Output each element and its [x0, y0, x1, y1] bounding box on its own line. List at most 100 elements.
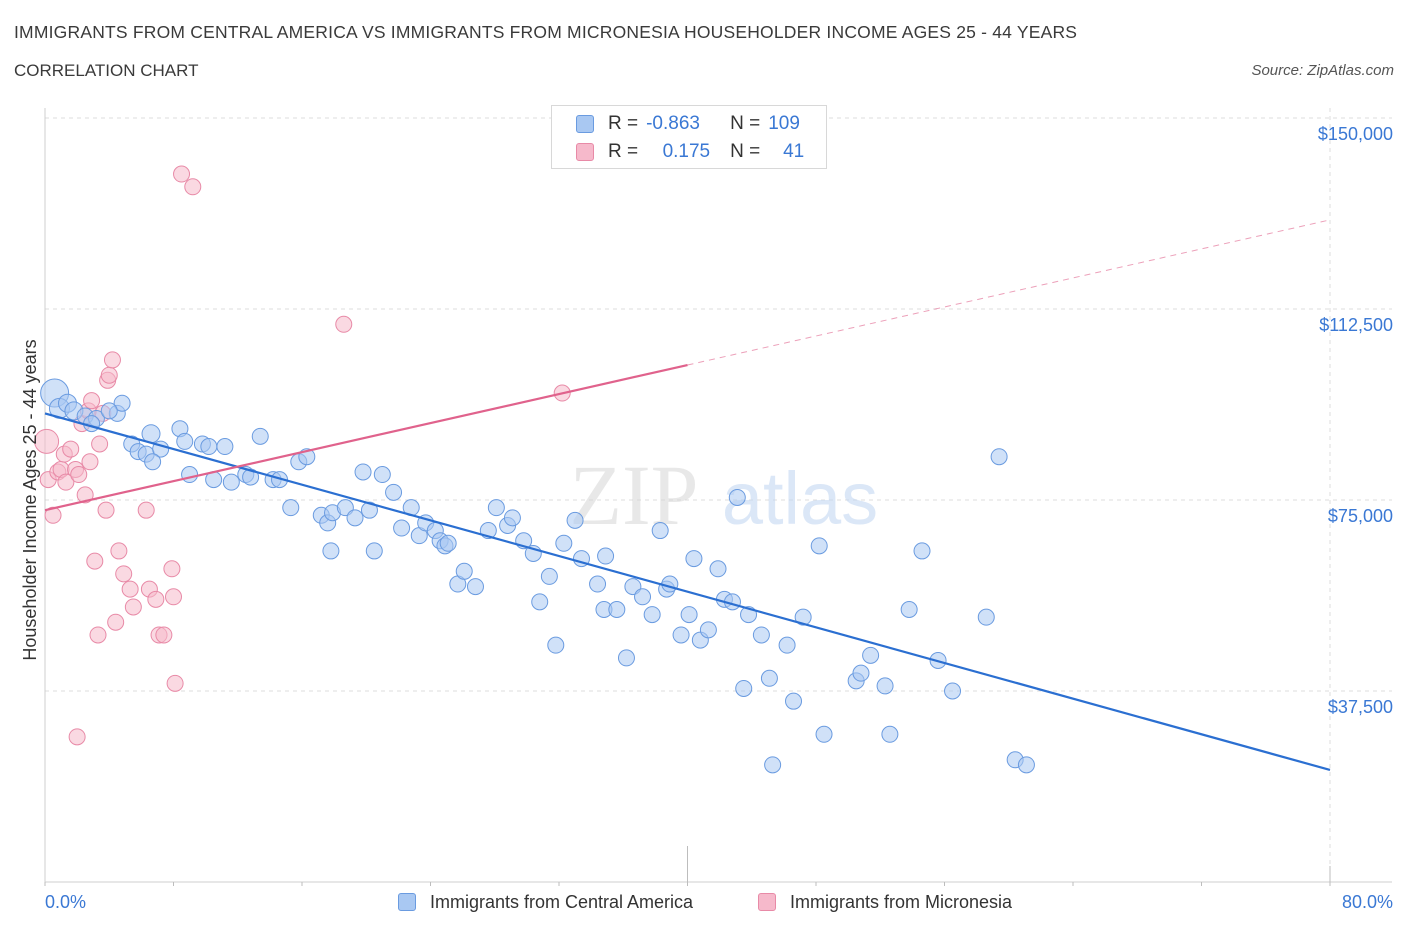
- central-america-point: [900, 601, 918, 619]
- central-america-point: [100, 402, 118, 420]
- central-america-point: [322, 542, 340, 560]
- chart-subtitle: CORRELATION CHART: [14, 61, 199, 80]
- micronesia-point: [100, 366, 118, 384]
- legend-swatch-pink: [576, 143, 594, 161]
- central-america-point: [944, 682, 962, 700]
- central-america-point: [83, 415, 101, 433]
- central-america-point: [282, 499, 300, 517]
- watermark: ZIP atlas: [570, 447, 879, 543]
- x-tick-label-max: 80.0%: [1342, 892, 1393, 912]
- central-america-point: [764, 756, 782, 774]
- central-america-point: [760, 669, 778, 687]
- central-america-point: [617, 649, 635, 667]
- central-america-point: [680, 606, 698, 624]
- central-america-point: [862, 646, 880, 664]
- bottom-legend-micronesia: Immigrants from Micronesia: [758, 889, 1012, 915]
- legend-n-label: N =: [730, 113, 761, 134]
- micronesia-point: [137, 501, 155, 519]
- axes: [44, 108, 1392, 886]
- y-tick-labels: $37,500 $75,000 $112,500 $150,000: [1318, 124, 1393, 717]
- micronesia-point: [165, 588, 182, 606]
- bottom-legend-label: Immigrants from Micronesia: [790, 891, 1013, 912]
- y-tick-label: $150,000: [1318, 124, 1393, 144]
- legend-r-label: R =: [608, 113, 639, 134]
- central-america-point: [181, 466, 199, 484]
- central-america-point: [913, 542, 931, 560]
- central-america-point: [709, 560, 727, 578]
- central-america-point: [251, 427, 269, 445]
- central-america-point: [685, 550, 703, 568]
- central-america-point: [752, 626, 770, 644]
- micronesia-point: [57, 473, 75, 491]
- legend-n-label: N =: [730, 141, 761, 162]
- central-america-point: [977, 608, 995, 626]
- central-america-point: [555, 534, 573, 552]
- central-america-point: [852, 664, 870, 682]
- micronesia-point: [173, 165, 191, 183]
- micronesia-point: [163, 560, 181, 578]
- y-axis-title: Householder Income Ages 25 - 44 years: [20, 339, 40, 660]
- central-america-point: [1017, 756, 1035, 774]
- central-america-point: [531, 593, 549, 611]
- central-america-point: [360, 501, 378, 519]
- micronesia-point: [184, 178, 202, 196]
- central-america-point: [794, 608, 812, 626]
- micronesia-point: [81, 453, 99, 471]
- central-america-point: [365, 542, 383, 560]
- legend-swatch-blue: [576, 115, 594, 133]
- micronesia-point: [89, 626, 107, 644]
- central-america-point: [810, 537, 828, 555]
- y-tick-label: $75,000: [1328, 506, 1393, 526]
- central-america-point: [661, 575, 679, 593]
- micronesia-point: [121, 580, 139, 598]
- bottom-legend-label: Immigrants from Central America: [430, 891, 694, 912]
- central-america-point: [597, 547, 615, 565]
- micronesia-point: [97, 501, 115, 519]
- micronesia-point: [124, 598, 142, 616]
- central-america-point: [589, 575, 607, 593]
- source-label: Source: ZipAtlas.com: [1251, 62, 1394, 79]
- watermark-atlas: atlas: [722, 457, 878, 540]
- central-america-point: [373, 466, 391, 484]
- central-america-point: [651, 522, 669, 540]
- central-america-point: [815, 725, 833, 743]
- gridlines: [45, 108, 1392, 882]
- central-america-points: [40, 378, 1035, 774]
- micronesia-point: [115, 565, 133, 583]
- central-america-point: [699, 621, 717, 639]
- central-america-point: [346, 509, 364, 527]
- micronesia-point: [335, 315, 353, 333]
- central-america-point: [881, 725, 899, 743]
- micronesia-point: [62, 440, 80, 458]
- central-america-point: [785, 692, 803, 710]
- legend-r-value: 0.175: [662, 141, 711, 162]
- trend-lines: [44, 219, 1331, 772]
- micronesia-point: [86, 552, 104, 570]
- chart-title: IMMIGRANTS FROM CENTRAL AMERICA VS IMMIG…: [14, 22, 1078, 42]
- micronesia-point: [103, 351, 121, 369]
- bottom-legend-swatch-pink: [758, 893, 776, 911]
- micronesia-point: [68, 728, 86, 746]
- micronesia-point: [34, 428, 60, 454]
- bottom-legend-swatch-blue: [398, 893, 416, 911]
- central-america-point: [222, 473, 240, 491]
- micronesia-trend-extension: [687, 219, 1331, 366]
- central-america-point: [455, 562, 473, 580]
- central-america-point: [547, 636, 565, 654]
- y-tick-label: $37,500: [1328, 697, 1393, 717]
- central-america-point: [176, 432, 194, 450]
- central-america-point: [634, 588, 652, 606]
- legend-n-value: 109: [768, 113, 800, 134]
- legend-row-central-america: R = -0.863 N = 109: [576, 112, 800, 136]
- y-tick-label: $112,500: [1319, 315, 1393, 335]
- micronesia-point: [166, 674, 184, 692]
- micronesia-point: [83, 392, 101, 410]
- micronesia-point: [107, 613, 125, 631]
- micronesia-point: [91, 435, 109, 453]
- watermark-zip: ZIP: [570, 447, 699, 543]
- x-tick-label-min: 0.0%: [45, 892, 86, 912]
- central-america-point: [242, 468, 260, 486]
- central-america-point: [735, 679, 753, 697]
- central-america-point: [200, 438, 218, 456]
